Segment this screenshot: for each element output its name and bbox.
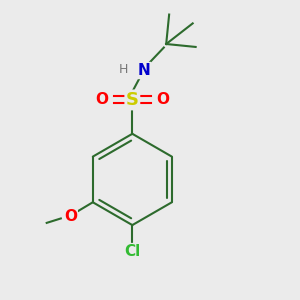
Text: Cl: Cl bbox=[124, 244, 140, 259]
Text: S: S bbox=[126, 91, 139, 109]
Text: O: O bbox=[156, 92, 169, 107]
Text: H: H bbox=[119, 62, 128, 76]
Text: O: O bbox=[95, 92, 109, 107]
Text: O: O bbox=[64, 209, 77, 224]
Text: N: N bbox=[138, 63, 151, 78]
